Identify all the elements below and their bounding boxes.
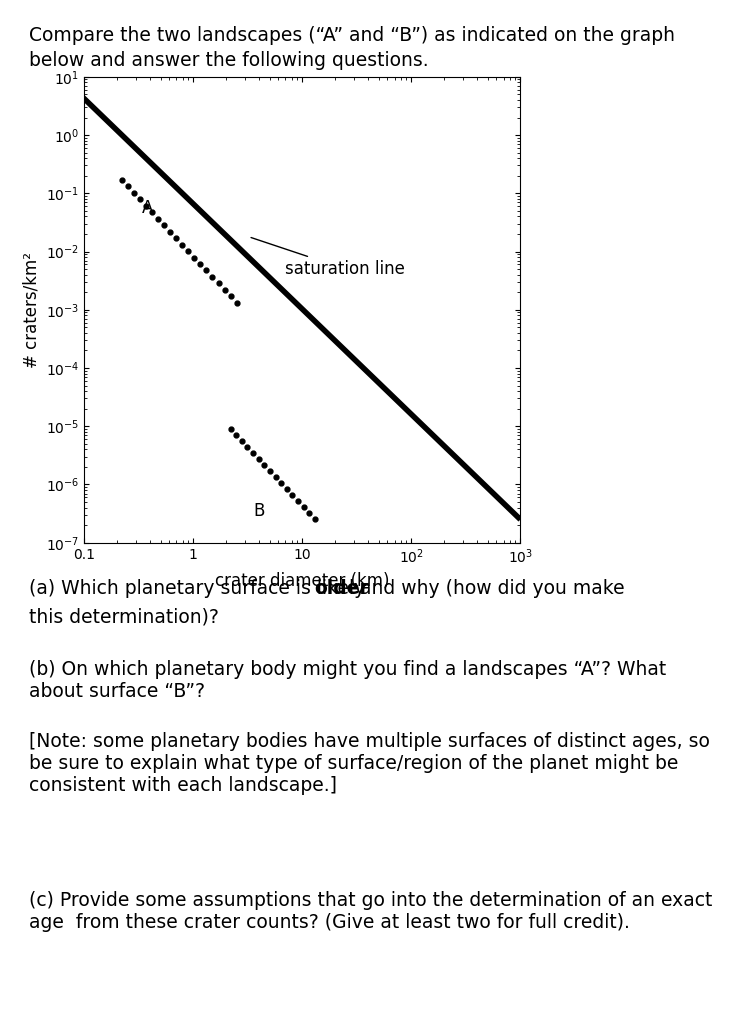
Text: this determination)?: this determination)? (29, 607, 219, 627)
Text: (c) Provide some assumptions that go into the determination of an exact
age  fro: (c) Provide some assumptions that go int… (29, 891, 712, 932)
Text: saturation line: saturation line (251, 238, 405, 279)
Text: (b) On which planetary body might you find a landscapes “A”? What
about surface : (b) On which planetary body might you fi… (29, 660, 666, 701)
Text: older: older (314, 579, 369, 598)
Text: [Note: some planetary bodies have multiple surfaces of distinct ages, so
be sure: [Note: some planetary bodies have multip… (29, 732, 710, 796)
Text: B: B (254, 502, 265, 520)
Text: (a) Which planetary surface is likely: (a) Which planetary surface is likely (29, 579, 372, 598)
Text: and why (how did you make: and why (how did you make (354, 579, 625, 598)
Text: Compare the two landscapes (“A” and “B”) as indicated on the graph: Compare the two landscapes (“A” and “B”)… (29, 26, 675, 45)
Text: A: A (141, 200, 153, 217)
X-axis label: crater diameter (km): crater diameter (km) (215, 571, 390, 590)
Text: below and answer the following questions.: below and answer the following questions… (29, 51, 429, 71)
Y-axis label: # craters/km²: # craters/km² (23, 252, 40, 368)
